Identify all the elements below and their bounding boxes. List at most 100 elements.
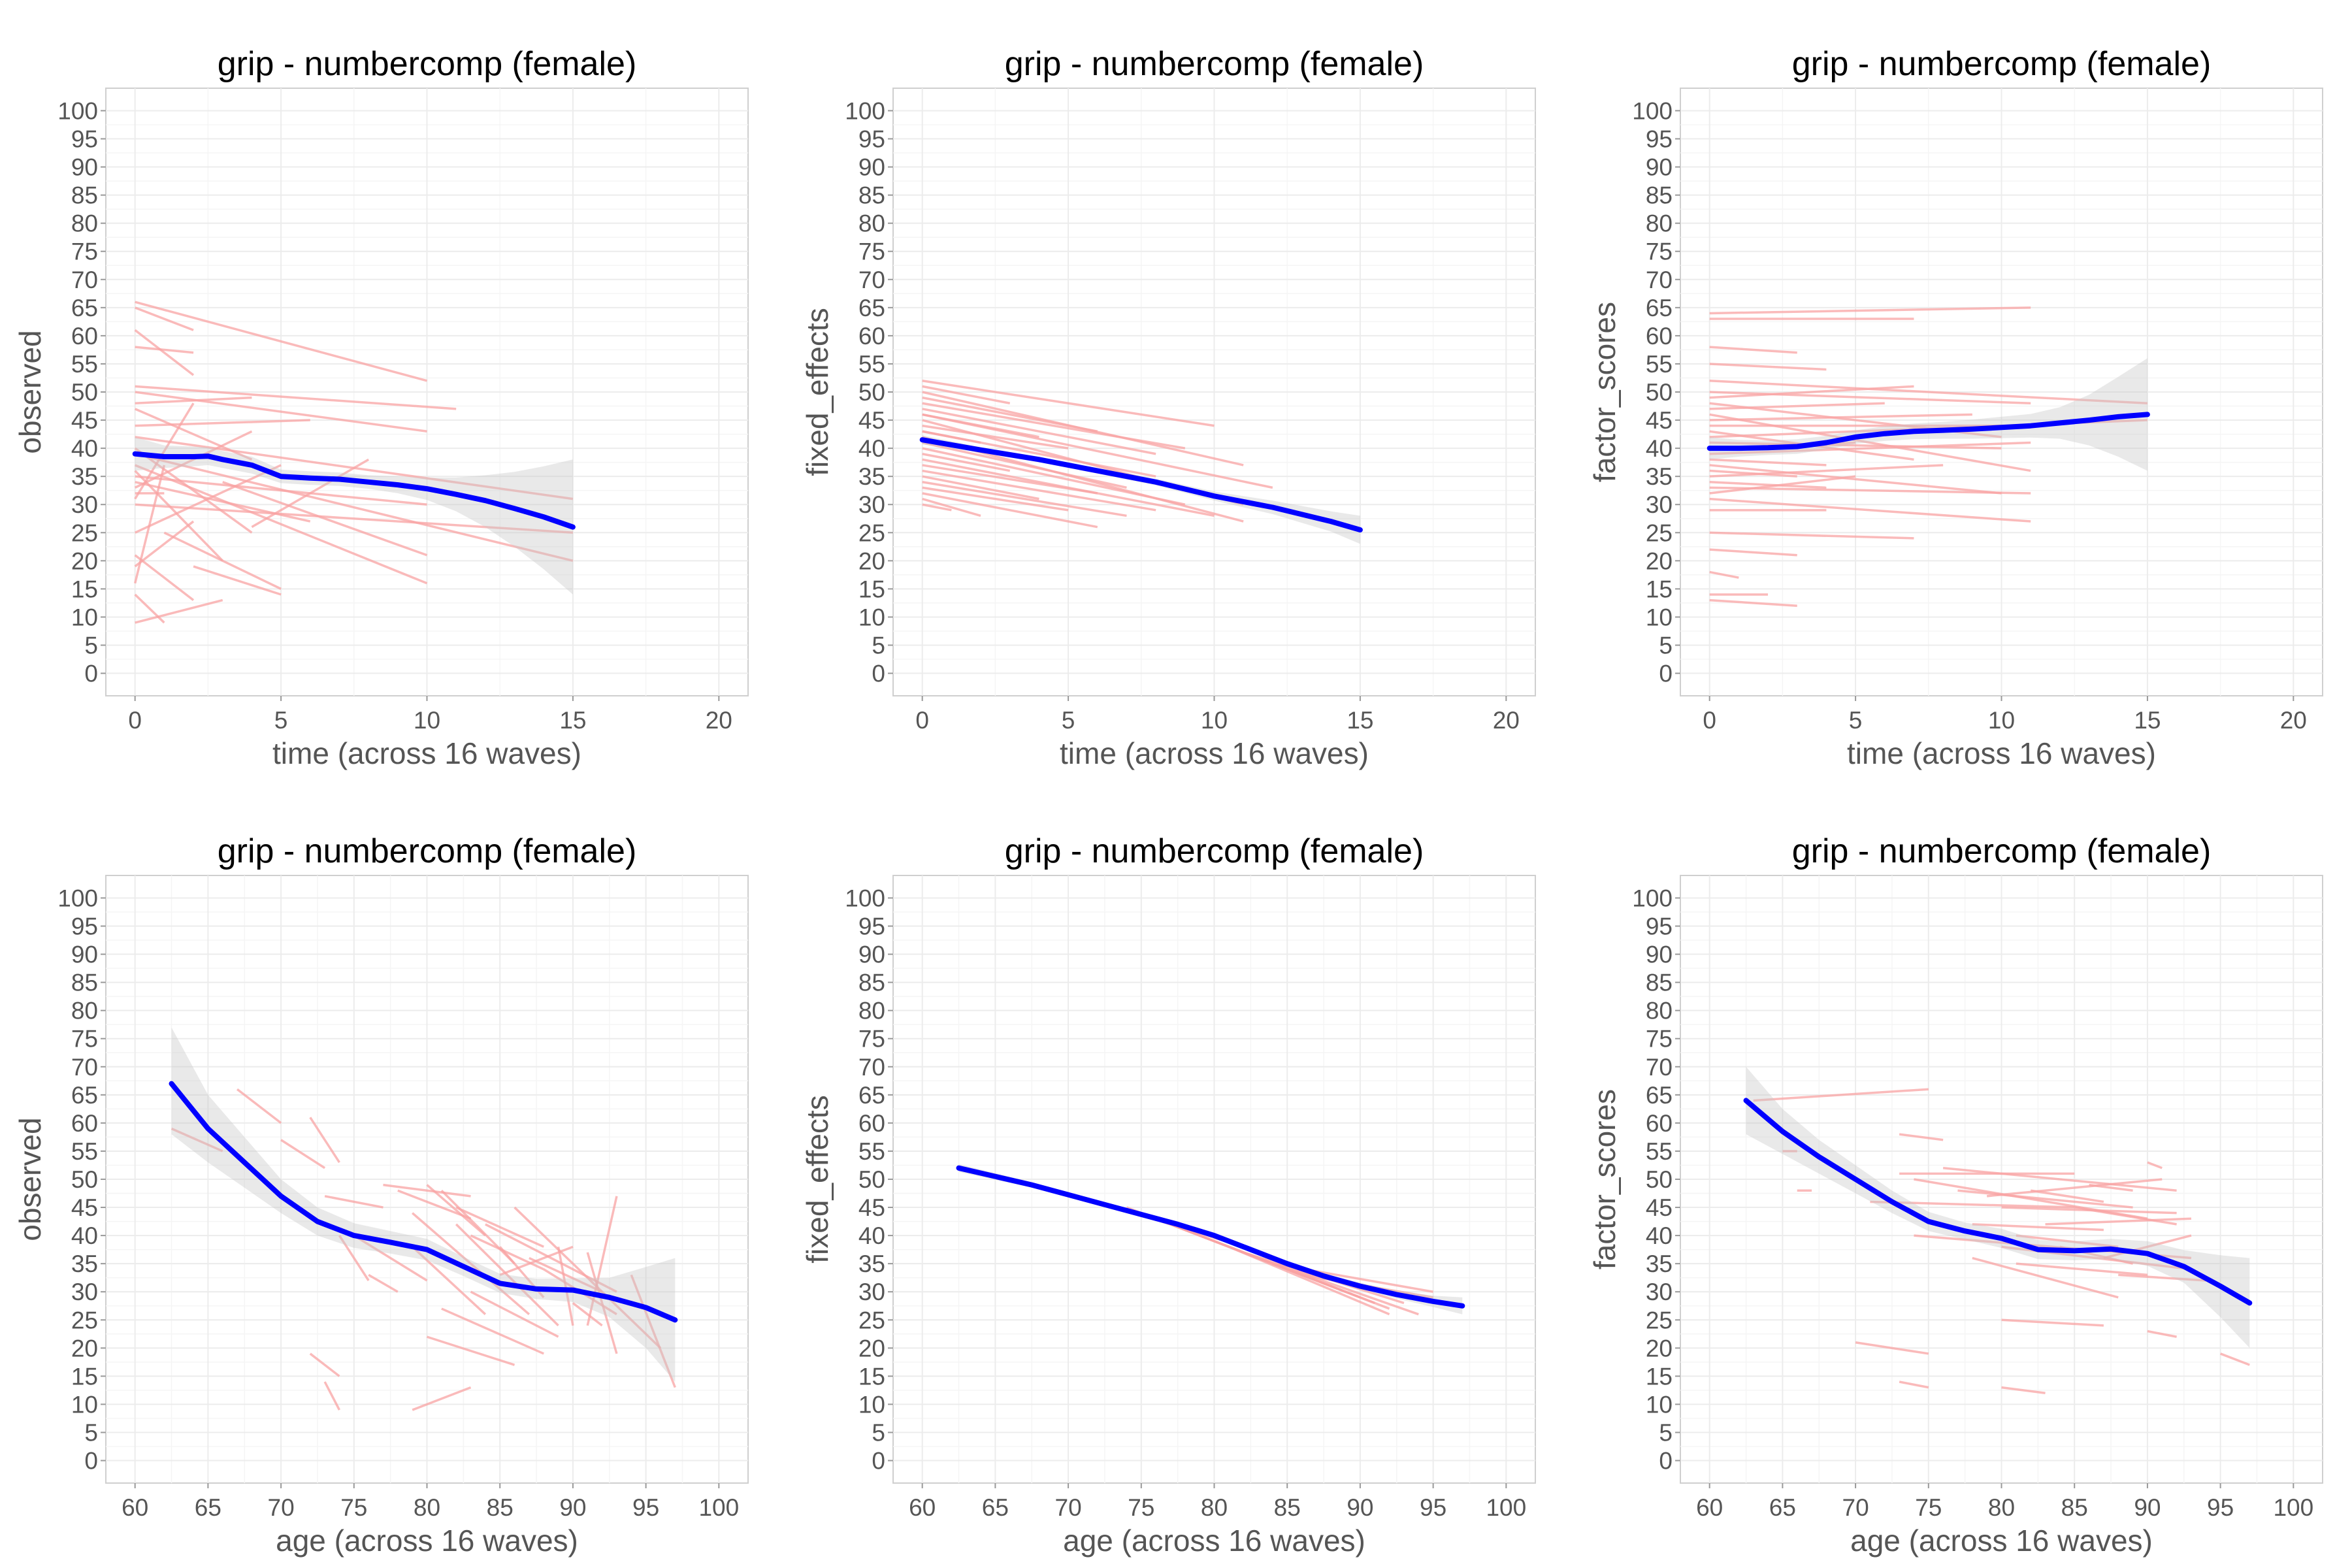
y-tick-label: 40 bbox=[858, 1222, 885, 1249]
x-tick-label: 10 bbox=[414, 707, 440, 734]
individual-trajectory-line bbox=[1870, 1200, 2075, 1209]
x-tick-label: 0 bbox=[128, 707, 142, 734]
chart-title: grip - numbercomp (female) bbox=[218, 45, 637, 83]
y-tick-label: 90 bbox=[1646, 941, 1673, 968]
individual-trajectory-line bbox=[135, 453, 574, 563]
individual-trajectory-line bbox=[2030, 1189, 2104, 1203]
individual-trajectory-line bbox=[2001, 1386, 2046, 1394]
x-tick-label: 90 bbox=[2134, 1494, 2161, 1521]
x-tick-label: 20 bbox=[706, 707, 732, 734]
y-tick-label: 20 bbox=[858, 547, 885, 574]
individual-trajectory-line bbox=[1709, 413, 1972, 421]
individual-trajectory-line bbox=[1942, 1167, 2177, 1192]
individual-trajectory-line bbox=[135, 346, 194, 354]
individual-trajectory-line bbox=[922, 475, 1039, 500]
y-tick-label: 70 bbox=[71, 1054, 98, 1081]
y-tick-label: 5 bbox=[84, 1420, 98, 1446]
x-tick-label: 65 bbox=[982, 1494, 1009, 1521]
individual-trajectory-line bbox=[163, 531, 282, 590]
x-tick-label: 70 bbox=[1055, 1494, 1082, 1521]
y-tick-label: 60 bbox=[71, 1110, 98, 1137]
y-tick-label: 50 bbox=[1646, 379, 1673, 406]
y-tick-label: 65 bbox=[71, 295, 98, 321]
y-tick-label: 75 bbox=[1646, 238, 1673, 265]
chart-panel-3: 0510152025303540455055606570758085909510… bbox=[1588, 45, 2323, 770]
individual-trajectory-line bbox=[922, 447, 1186, 506]
individual-trajectory-line bbox=[1709, 481, 1827, 489]
individual-trajectory-line bbox=[922, 408, 1156, 455]
individual-trajectory-line bbox=[1709, 380, 2148, 404]
x-tick-label: 60 bbox=[122, 1494, 148, 1521]
individual-trajectory-line bbox=[324, 1195, 384, 1209]
individual-trajectory-line bbox=[1709, 497, 2031, 523]
y-tick-label: 65 bbox=[858, 295, 885, 321]
y-tick-label: 10 bbox=[71, 604, 98, 630]
y-tick-label: 40 bbox=[1646, 435, 1673, 462]
individual-trajectory-line bbox=[2118, 1273, 2206, 1282]
y-tick-label: 90 bbox=[858, 154, 885, 181]
y-tick-label: 55 bbox=[1646, 351, 1673, 378]
y-tick-label: 35 bbox=[1646, 463, 1673, 490]
y-tick-label: 65 bbox=[71, 1082, 98, 1109]
y-tick-label: 10 bbox=[858, 1391, 885, 1418]
y-tick-label: 55 bbox=[858, 1138, 885, 1165]
y-tick-label: 30 bbox=[71, 491, 98, 518]
individual-trajectory-line bbox=[280, 1139, 326, 1169]
y-axis-label: observed bbox=[13, 1117, 47, 1241]
x-tick-label: 15 bbox=[1347, 707, 1373, 734]
individual-trajectory-line bbox=[309, 1352, 340, 1377]
individual-trajectory-line bbox=[135, 306, 194, 331]
x-tick-label: 60 bbox=[1696, 1494, 1723, 1521]
individual-trajectory-line bbox=[922, 469, 1156, 512]
x-tick-label: 100 bbox=[698, 1494, 739, 1521]
smooth-trend-line bbox=[1743, 1098, 2253, 1306]
y-tick-label: 0 bbox=[84, 661, 98, 687]
y-tick-label: 90 bbox=[1646, 154, 1673, 181]
x-tick-label: 90 bbox=[559, 1494, 586, 1521]
y-tick-label: 25 bbox=[71, 519, 98, 546]
y-tick-label: 15 bbox=[71, 576, 98, 602]
y-tick-label: 85 bbox=[71, 970, 98, 996]
y-tick-label: 50 bbox=[858, 379, 885, 406]
y-axis-label: factor_scores bbox=[1588, 1089, 1622, 1269]
y-tick-label: 45 bbox=[1646, 407, 1673, 434]
y-tick-label: 10 bbox=[71, 1391, 98, 1418]
y-tick-label: 95 bbox=[858, 126, 885, 153]
x-tick-label: 70 bbox=[1842, 1494, 1869, 1521]
individual-trajectory-line bbox=[1709, 363, 1827, 371]
y-axis-label: factor_scores bbox=[1588, 302, 1622, 482]
y-tick-label: 70 bbox=[858, 267, 885, 293]
y-tick-label: 15 bbox=[71, 1363, 98, 1390]
chart-title: grip - numbercomp (female) bbox=[218, 832, 637, 870]
individual-trajectory-line bbox=[922, 402, 1186, 449]
x-tick-label: 5 bbox=[1849, 707, 1863, 734]
y-tick-label: 20 bbox=[71, 1335, 98, 1362]
individual-trajectory-line bbox=[455, 1223, 559, 1327]
y-tick-label: 30 bbox=[71, 1279, 98, 1305]
chart-title: grip - numbercomp (female) bbox=[1005, 832, 1424, 870]
individual-trajectory-line bbox=[323, 1381, 341, 1411]
y-tick-label: 15 bbox=[1646, 1363, 1673, 1390]
y-tick-label: 0 bbox=[1659, 661, 1673, 687]
individual-trajectory-line bbox=[1957, 1189, 2133, 1209]
individual-trajectory-line bbox=[411, 1246, 487, 1315]
y-tick-label: 55 bbox=[71, 1138, 98, 1165]
x-tick-label: 75 bbox=[340, 1494, 367, 1521]
x-tick-label: 65 bbox=[195, 1494, 221, 1521]
y-tick-label: 95 bbox=[1646, 126, 1673, 153]
y-tick-label: 85 bbox=[858, 182, 885, 209]
y-tick-label: 40 bbox=[858, 435, 885, 462]
y-tick-label: 70 bbox=[858, 1054, 885, 1081]
y-tick-label: 90 bbox=[858, 941, 885, 968]
individual-trajectory-line bbox=[1257, 1256, 1419, 1316]
y-tick-label: 70 bbox=[1646, 1054, 1673, 1081]
y-tick-label: 0 bbox=[84, 1448, 98, 1475]
y-tick-label: 85 bbox=[858, 970, 885, 996]
individual-trajectory-line bbox=[1709, 475, 1856, 495]
individual-trajectory-line bbox=[922, 503, 952, 512]
x-tick-label: 75 bbox=[1915, 1494, 1942, 1521]
y-tick-label: 25 bbox=[1646, 1307, 1673, 1333]
individual-trajectory-line bbox=[309, 1117, 340, 1164]
y-tick-label: 80 bbox=[71, 998, 98, 1024]
